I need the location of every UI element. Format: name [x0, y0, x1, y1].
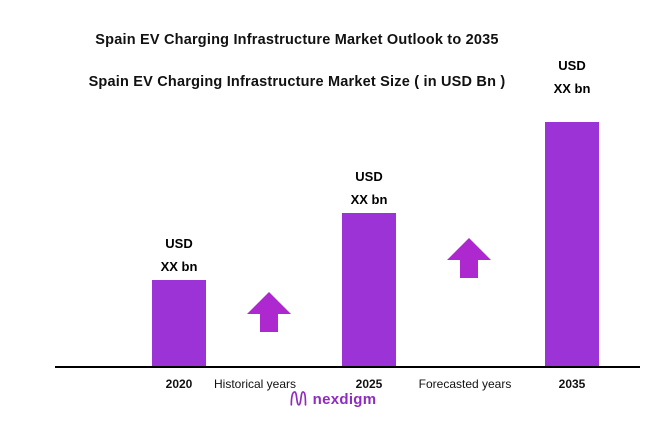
value-label-2035-line1: USD	[558, 58, 586, 73]
value-label-2025-line2: XX bn	[350, 191, 388, 207]
brand-logo: nexdigm	[0, 389, 664, 409]
up-arrow-icon-historical	[247, 292, 291, 332]
chart-subtitle: Spain EV Charging Infrastructure Market …	[88, 74, 506, 90]
value-label-2020-line2: XX bn	[160, 258, 198, 274]
x-tick-2025: 2025	[355, 377, 383, 391]
nexdigm-wave-icon	[288, 389, 308, 409]
bar-2035	[545, 122, 599, 367]
x-tick-2035: 2035	[558, 377, 586, 391]
up-arrow-icon-forecast	[447, 236, 491, 280]
value-label-2025: USD XX bn	[324, 166, 414, 212]
chart-title: Spain EV Charging Infrastructure Market …	[95, 32, 499, 48]
x-axis-line	[55, 366, 640, 368]
value-label-2020: USD XX bn	[134, 233, 224, 279]
value-label-2020-line1: USD	[165, 236, 193, 251]
period-label-historical: Historical years	[213, 377, 297, 391]
period-label-forecasted: Forecasted years	[418, 377, 512, 391]
x-tick-2020: 2020	[165, 377, 193, 391]
bar-2025	[342, 213, 396, 367]
value-label-2035: USD XX bn	[527, 55, 617, 101]
value-label-2025-line1: USD	[355, 169, 383, 184]
bar-2020	[152, 280, 206, 367]
value-label-2035-line2: XX bn	[553, 80, 591, 96]
brand-name: nexdigm	[312, 390, 377, 408]
